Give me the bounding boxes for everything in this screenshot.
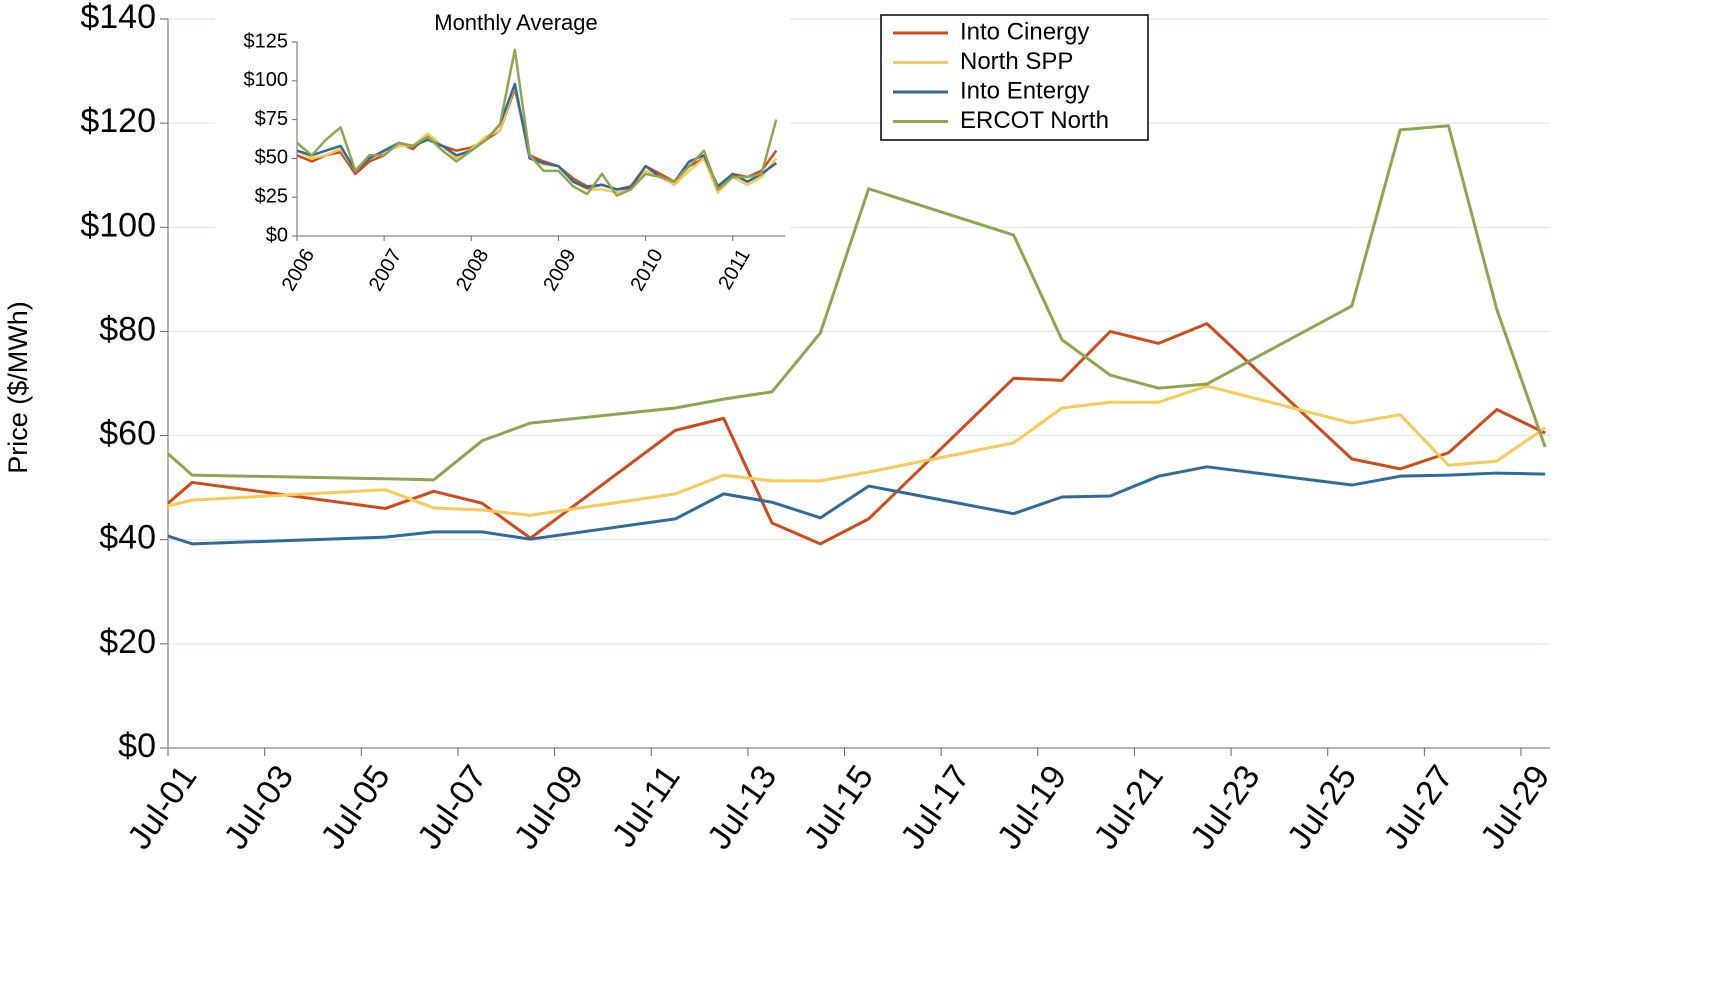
y-tick-label: $75 — [255, 108, 288, 130]
x-tick-label: Jul-11 — [605, 759, 688, 855]
x-tick-label: Jul-01 — [120, 759, 204, 857]
legend-label: ERCOT North — [960, 107, 1109, 134]
series-line — [296, 87, 778, 191]
x-tick-label: Jul-07 — [410, 759, 494, 857]
chart-title: Monthly Average — [434, 10, 597, 35]
legend-label: Into Entergy — [960, 77, 1089, 104]
y-tick-label: $20 — [99, 623, 156, 661]
series-line — [296, 48, 778, 197]
series-line — [167, 465, 1546, 546]
y-tick-label: $25 — [255, 185, 288, 207]
x-tick-label: Jul-09 — [507, 759, 591, 857]
x-tick-label: Jul-15 — [797, 759, 881, 857]
x-tick-label: Jul-27 — [1377, 759, 1461, 857]
x-tick-label: Jul-29 — [1473, 759, 1557, 857]
series-line — [167, 384, 1547, 517]
y-tick-label: $60 — [99, 415, 156, 453]
x-tick-label: Jul-03 — [217, 759, 301, 857]
x-tick-label: Jul-19 — [990, 759, 1074, 857]
x-tick-label: Jul-25 — [1280, 759, 1364, 857]
y-tick-label: $40 — [99, 519, 156, 557]
y-tick-label: $140 — [80, 0, 156, 36]
x-tick-label: Jul-21 — [1087, 759, 1171, 857]
legend-box — [880, 14, 1149, 141]
y-tick-label: $100 — [80, 206, 156, 244]
y-tick-label: $50 — [255, 147, 288, 169]
legend-label: North SPP — [960, 48, 1073, 75]
x-tick-label: Jul-13 — [700, 759, 784, 857]
y-tick-label: $0 — [118, 727, 156, 765]
y-tick-label: $125 — [244, 30, 289, 52]
y-axis-label: Price ($/MWh) — [3, 301, 33, 474]
x-tick-label: Jul-17 — [893, 759, 977, 857]
y-tick-label: $0 — [266, 224, 288, 246]
x-tick-label: Jul-23 — [1183, 759, 1267, 857]
legend-label: Into Cinergy — [960, 18, 1089, 45]
y-tick-label: $120 — [80, 102, 156, 140]
y-tick-label: $100 — [244, 69, 289, 91]
series-line — [167, 124, 1547, 482]
series-line — [167, 322, 1546, 546]
y-tick-label: $80 — [99, 310, 156, 348]
x-tick-label: Jul-05 — [313, 759, 397, 857]
